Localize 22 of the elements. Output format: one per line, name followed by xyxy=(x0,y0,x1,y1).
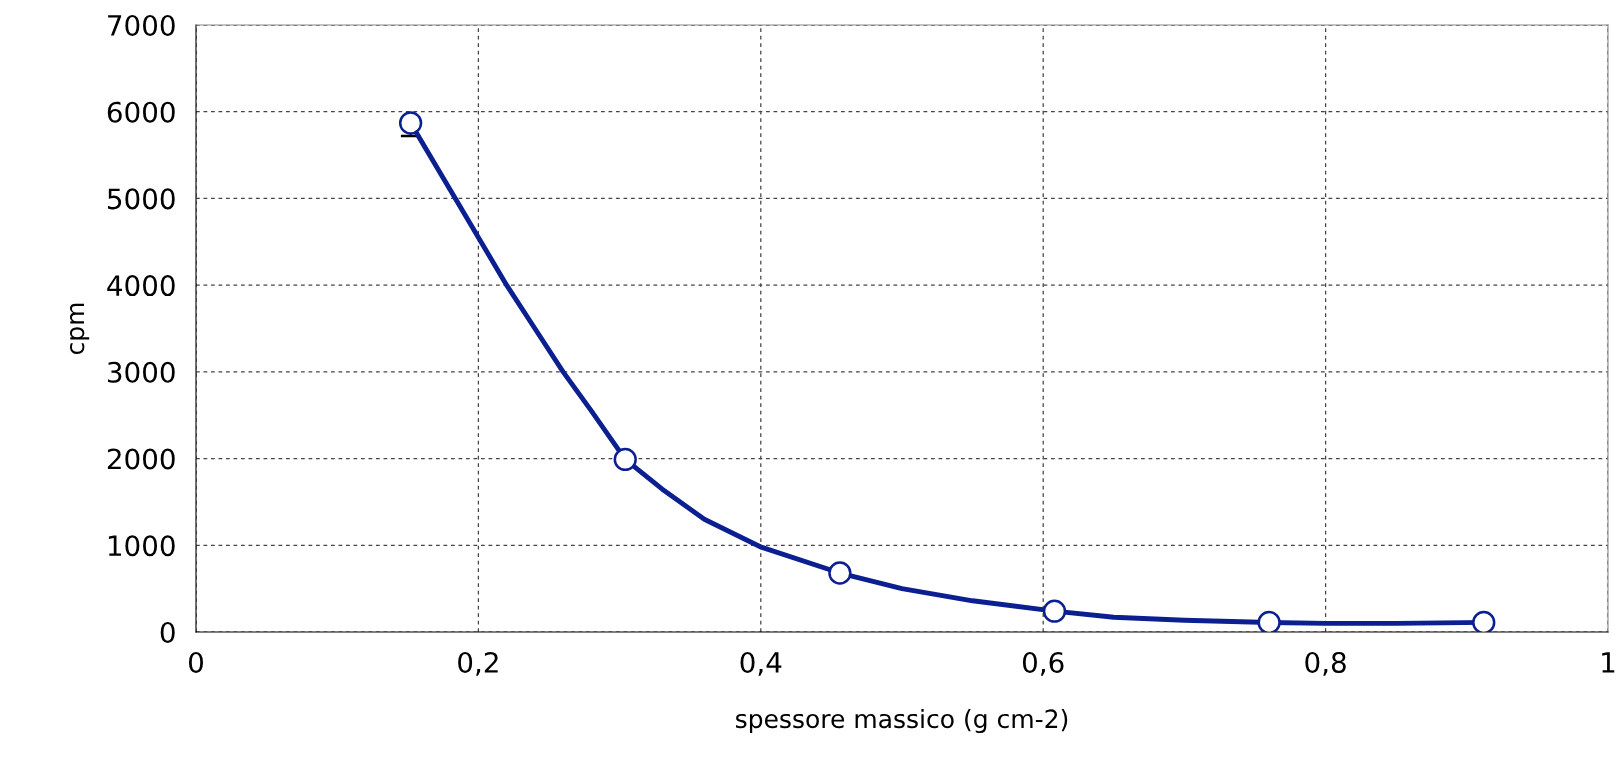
y-tick-label: 2000 xyxy=(107,448,175,470)
y-tick-label: 6000 xyxy=(107,101,175,123)
y-tick-label: 5000 xyxy=(108,188,175,210)
y-tick-label: 0 xyxy=(160,621,175,643)
point xyxy=(613,447,637,472)
y-tick-label: 4000 xyxy=(107,275,175,297)
x-tick-label: 0,8 xyxy=(1305,651,1346,676)
point xyxy=(1472,610,1496,632)
x-tick-label: 1 xyxy=(1602,652,1615,673)
point xyxy=(1042,599,1067,623)
point xyxy=(1257,610,1281,632)
y-tick-label: 3000 xyxy=(107,361,175,383)
y-tick-label: 1000 xyxy=(108,535,175,557)
x-tick-label: 0 xyxy=(188,651,203,673)
x-tick-label: 0,4 xyxy=(740,651,782,676)
y-axis-title: cpm xyxy=(70,303,90,355)
x-tick-label: 0,6 xyxy=(1022,651,1064,676)
point xyxy=(828,561,852,585)
x-tick-label: 0,2 xyxy=(458,651,498,676)
x-axis-title: spessore massico (g cm-2) xyxy=(736,708,1068,734)
y-tick-label: 7000 xyxy=(108,14,175,36)
point xyxy=(398,111,423,135)
